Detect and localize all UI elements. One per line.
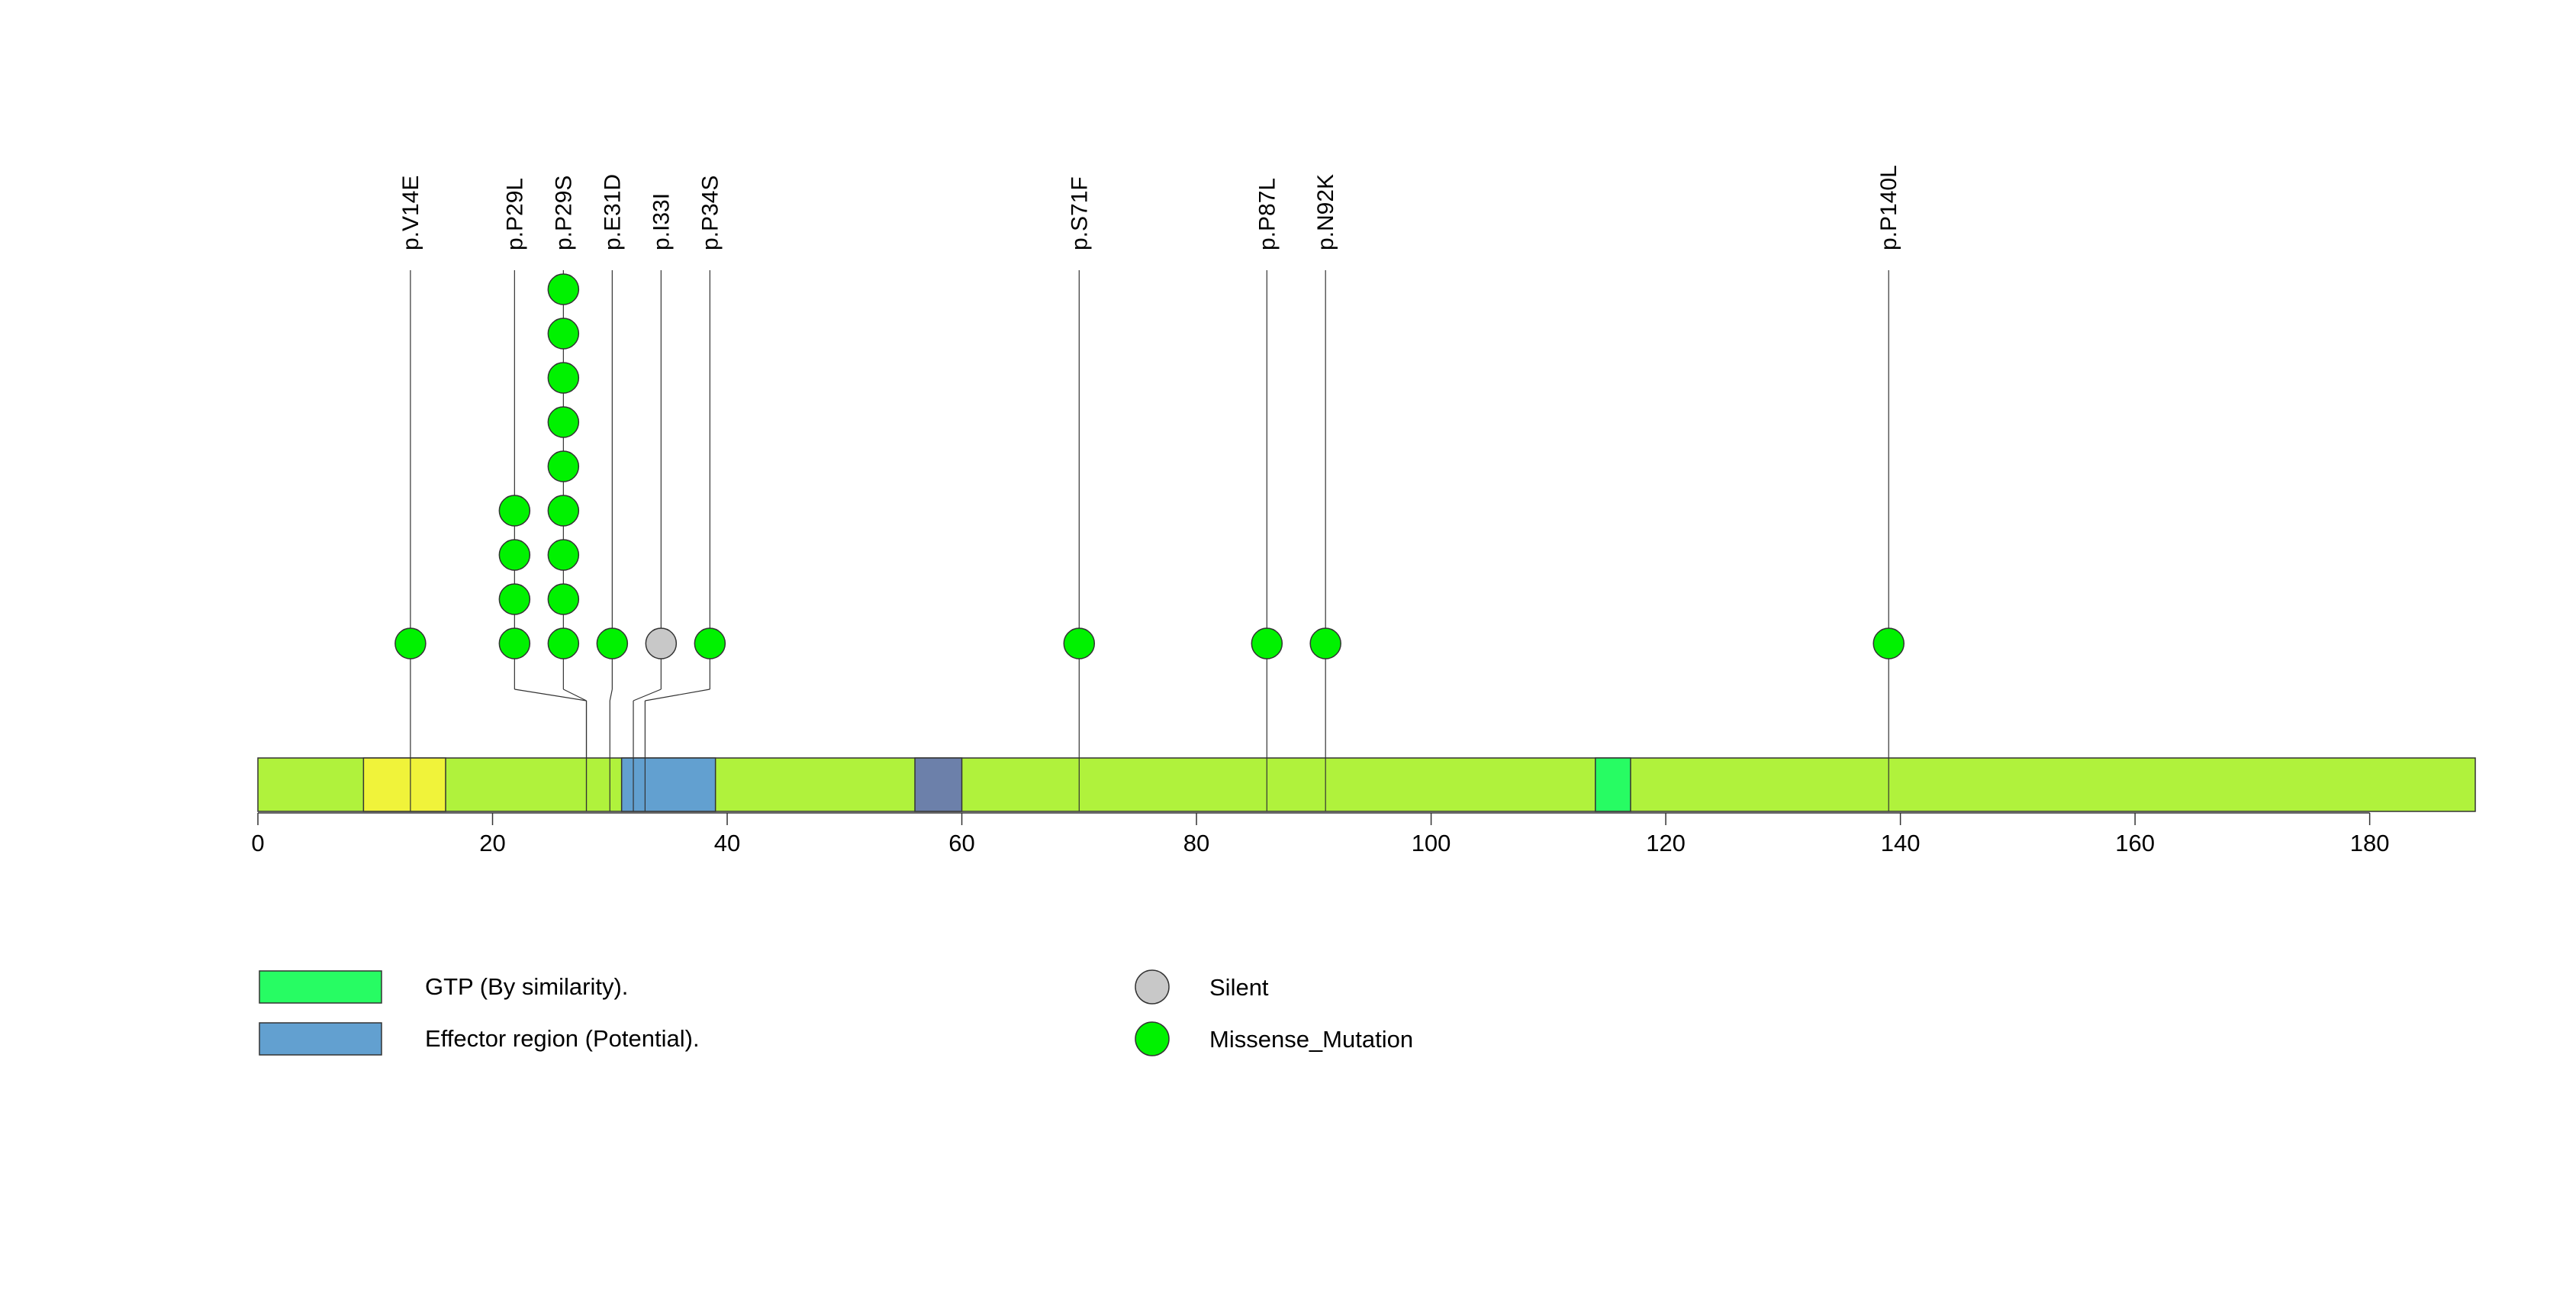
legend-marker-missense-mutation xyxy=(1135,1021,1170,1056)
mutation-point-p-p29s-1 xyxy=(547,627,580,660)
mutation-label-p-p34s: p.P34S xyxy=(697,176,723,250)
mutation-tracks xyxy=(410,701,1889,811)
mutation-label-p-p140l: p.P140L xyxy=(1876,165,1901,250)
mutation-point-p-v14e-1 xyxy=(394,627,427,660)
mutation-point-p-p29l-1 xyxy=(498,627,531,660)
mutation-point-p-p29s-5 xyxy=(547,450,580,482)
legend-label-effector-region-potential: Effector region (Potential). xyxy=(425,1025,700,1052)
mutation-label-p-p29l: p.P29L xyxy=(502,178,527,250)
x-axis: 0 20 40 60 80 100 120 140 160 180 xyxy=(251,812,2390,856)
mutation-point-p-i33i-1 xyxy=(645,627,678,660)
legend-label-missense-mutation: Missense_Mutation xyxy=(1209,1026,1413,1053)
mutation-label-p-e31d: p.E31D xyxy=(600,174,625,250)
protein-backbone xyxy=(257,757,2476,812)
legend-swatch-gtp-by-similarity xyxy=(259,970,382,1004)
x-tick-label-120: 120 xyxy=(1646,830,1686,856)
connector-p-p29l xyxy=(514,689,587,701)
mutation-label-p-s71f: p.S71F xyxy=(1067,176,1092,250)
mutation-point-p-p29s-4 xyxy=(547,495,580,527)
x-tick-label-160: 160 xyxy=(2115,830,2155,856)
domain-block-2 xyxy=(620,757,716,812)
domain-block-1 xyxy=(362,757,446,812)
mutation-point-p-p29l-3 xyxy=(498,539,531,571)
x-tick-label-100: 100 xyxy=(1412,830,1451,856)
mutation-point-p-n92k-1 xyxy=(1309,627,1341,660)
mutation-point-p-p29s-7 xyxy=(547,362,580,394)
mutation-label-p-p87l: p.P87L xyxy=(1254,178,1280,250)
x-tick-label-180: 180 xyxy=(2350,830,2390,856)
connector-p-p29s xyxy=(563,689,587,701)
connector-p-i33i xyxy=(633,689,662,701)
x-tick-label-140: 140 xyxy=(1881,830,1921,856)
legend: GTP (By similarity). Effector region (Pot… xyxy=(259,969,1413,1056)
mutation-point-p-p29l-4 xyxy=(498,495,531,527)
mutation-point-p-p140l-1 xyxy=(1872,627,1905,660)
mutation-point-p-s71f-1 xyxy=(1063,627,1096,660)
connector-p-p34s xyxy=(645,689,710,701)
mutation-label-p-p29s: p.P29S xyxy=(551,176,576,250)
legend-label-silent: Silent xyxy=(1209,974,1269,1001)
protein-backbone-bar xyxy=(257,757,2476,812)
legend-label-gtp-by-similarity: GTP (By similarity). xyxy=(425,973,628,1000)
mutation-label-p-v14e: p.V14E xyxy=(398,176,423,250)
mutation-point-p-p34s-1 xyxy=(694,627,726,660)
x-tick-label-0: 0 xyxy=(251,830,264,856)
connector-p-e31d xyxy=(609,689,613,701)
mutation-point-p-p29l-2 xyxy=(498,583,531,615)
x-tick-label-60: 60 xyxy=(948,830,974,856)
mutation-point-p-p29s-3 xyxy=(547,539,580,571)
mutation-label-p-n92k: p.N92K xyxy=(1313,174,1338,250)
x-tick-label-80: 80 xyxy=(1183,830,1209,856)
mutation-points xyxy=(394,273,1905,660)
mutation-point-p-p29s-9 xyxy=(547,273,580,305)
mutation-label-p-i33i: p.I33I xyxy=(649,193,674,250)
connector-lines xyxy=(410,689,1889,701)
domain-blocks xyxy=(362,757,1631,812)
domain-block-4 xyxy=(1595,757,1631,812)
legend-marker-silent xyxy=(1135,969,1170,1005)
x-tick-label-20: 20 xyxy=(479,830,505,856)
stem-lines xyxy=(410,270,1889,689)
domain-block-3 xyxy=(914,757,963,812)
mutation-point-p-e31d-1 xyxy=(596,627,629,660)
mutation-labels: p.V14E p.P29L p.P29S p.E31D p.I33I p.P34S p.S7… xyxy=(398,165,1901,250)
mutation-point-p-p29s-8 xyxy=(547,318,580,350)
mutation-point-p-p29s-2 xyxy=(547,583,580,615)
legend-swatch-effector-region-potential xyxy=(259,1022,382,1056)
x-tick-label-40: 40 xyxy=(714,830,740,856)
mutation-point-p-p29s-6 xyxy=(547,406,580,438)
mutation-point-p-p87l-1 xyxy=(1251,627,1283,660)
